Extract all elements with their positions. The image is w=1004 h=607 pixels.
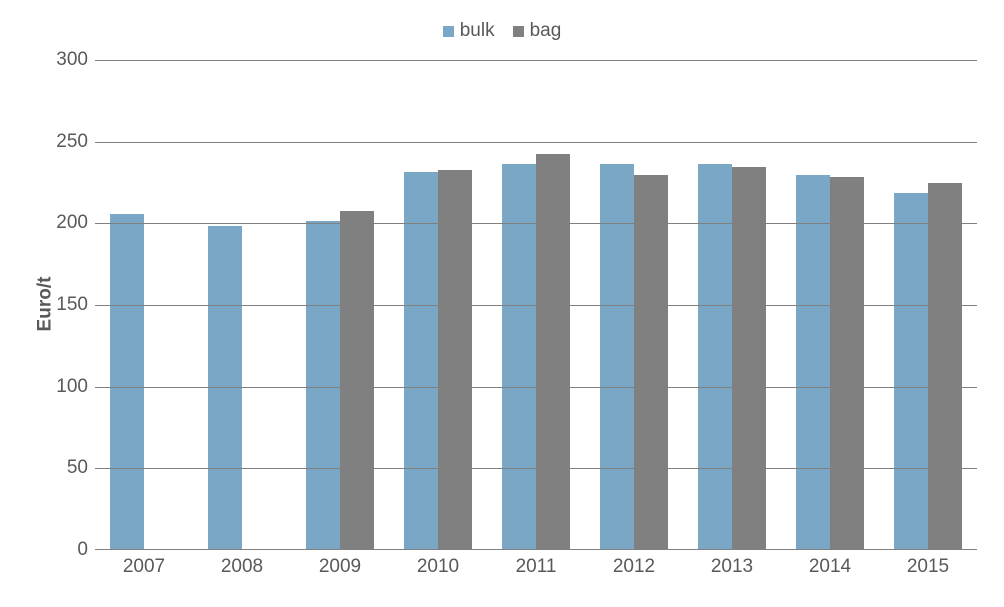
x-tick-label: 2008 (221, 556, 263, 578)
bar-bag (536, 154, 570, 549)
y-tick-label: 100 (28, 376, 88, 398)
bar-bag (830, 177, 864, 549)
y-tick-label: 50 (28, 457, 88, 479)
x-tick-label: 2015 (907, 556, 949, 578)
x-tick-label: 2013 (711, 556, 753, 578)
bar-bulk (110, 214, 144, 549)
gridline (95, 305, 977, 306)
y-tick-label: 250 (28, 131, 88, 153)
bar-bulk (306, 221, 340, 549)
bar-bulk (698, 164, 732, 549)
x-tick-label: 2007 (123, 556, 165, 578)
gridline (95, 142, 977, 143)
bar-bag (438, 170, 472, 549)
legend-item-bulk: bulk (443, 20, 495, 42)
legend-label-bag: bag (530, 20, 562, 42)
gridline (95, 223, 977, 224)
x-tick-label: 2012 (613, 556, 655, 578)
x-tick-label: 2014 (809, 556, 851, 578)
gridline (95, 60, 977, 61)
y-tick-label: 300 (28, 49, 88, 71)
legend-label-bulk: bulk (460, 20, 495, 42)
bar-bag (340, 211, 374, 549)
bar-bulk (502, 164, 536, 549)
bar-bag (928, 183, 962, 549)
legend-item-bag: bag (513, 20, 562, 42)
y-tick-label: 150 (28, 294, 88, 316)
legend-swatch-bulk (443, 26, 454, 37)
bar-bulk (894, 193, 928, 549)
x-tick-label: 2010 (417, 556, 459, 578)
bar-bulk (404, 172, 438, 549)
legend: bulk bag (0, 20, 1004, 42)
x-tick-label: 2009 (319, 556, 361, 578)
plot-area (95, 60, 977, 550)
y-tick-label: 0 (28, 539, 88, 561)
bar-bag (634, 175, 668, 549)
x-tick-label: 2011 (516, 556, 557, 578)
gridline (95, 387, 977, 388)
bar-bulk (796, 175, 830, 549)
chart-container: bulk bag Euro/t 050100150200250300200720… (0, 0, 1004, 607)
bar-bulk (600, 164, 634, 549)
legend-swatch-bag (513, 26, 524, 37)
gridline (95, 468, 977, 469)
y-tick-label: 200 (28, 212, 88, 234)
